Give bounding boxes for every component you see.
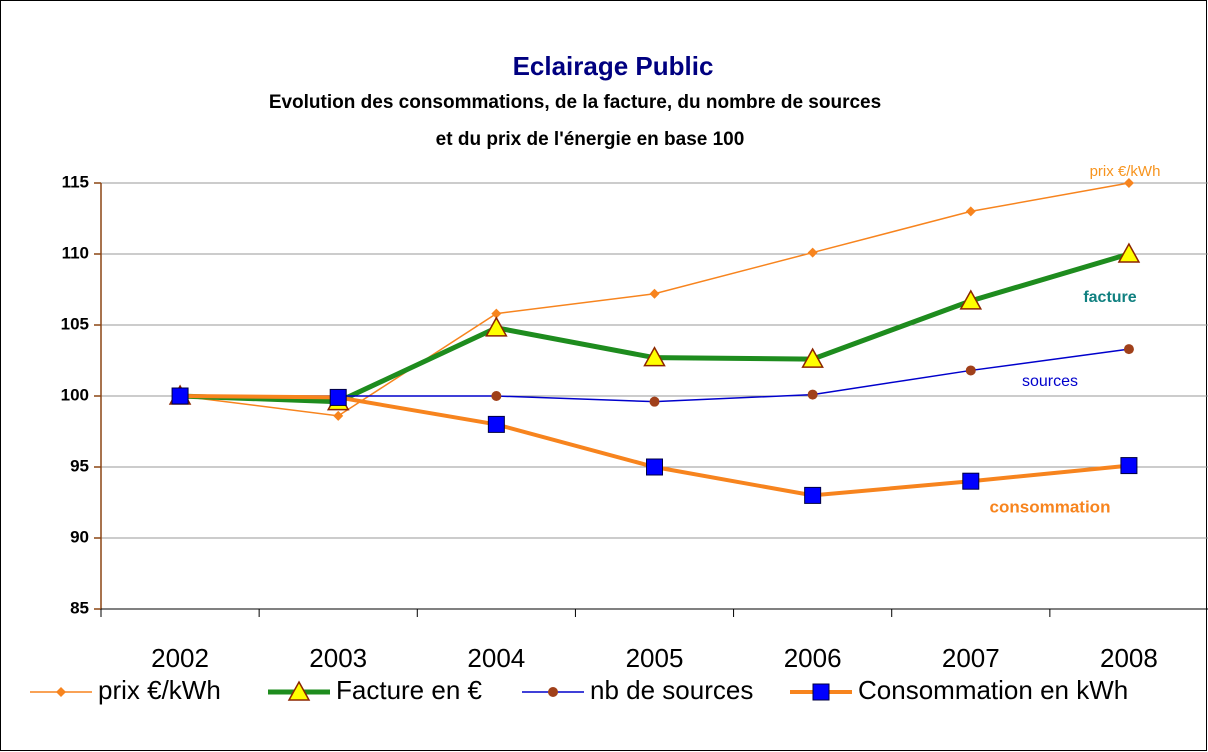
x-tick-label: 2005 (626, 643, 684, 673)
legend-label: prix €/kWh (98, 675, 221, 705)
x-tick-label: 2008 (1100, 643, 1158, 673)
data-point (649, 288, 660, 299)
data-point (965, 365, 976, 376)
legend-marker (812, 683, 830, 701)
y-tick-label: 110 (62, 243, 89, 262)
legend-marker (56, 687, 66, 697)
data-point (1123, 344, 1134, 355)
data-point (959, 289, 983, 310)
data-point (649, 396, 660, 407)
data-point (491, 308, 502, 319)
chart-subtitle: Evolution des consommations, de la factu… (269, 92, 881, 113)
data-point (643, 346, 666, 367)
data-point (646, 458, 663, 476)
data-point (807, 247, 818, 258)
annotation: prix €/kWh (1090, 163, 1161, 180)
legend-label: Consommation en kWh (858, 675, 1128, 705)
annotation: consommation (990, 497, 1111, 516)
data-point (333, 410, 344, 421)
x-tick-label: 2006 (784, 643, 842, 673)
y-tick-label: 115 (62, 172, 89, 191)
x-tick-label: 2007 (942, 643, 1000, 673)
data-point (801, 347, 824, 368)
data-point (485, 316, 508, 337)
x-tick-label: 2004 (467, 643, 525, 673)
data-point (1117, 242, 1141, 263)
x-tick-label: 2003 (309, 643, 367, 673)
data-point (329, 388, 347, 406)
data-point (962, 472, 980, 490)
chart-subtitle: et du prix de l'énergie en base 100 (436, 129, 745, 150)
data-point (1123, 178, 1134, 188)
data-point (804, 486, 822, 504)
annotation: sources (1022, 373, 1078, 390)
data-point (171, 387, 189, 405)
data-point (491, 391, 502, 401)
y-tick-label: 90 (70, 527, 89, 546)
data-point (965, 206, 976, 217)
x-tick-label: 2002 (151, 643, 209, 673)
chart-title: Eclairage Public (513, 51, 714, 81)
y-tick-label: 105 (61, 314, 89, 333)
legend-marker (548, 687, 558, 697)
legend-marker (287, 680, 311, 701)
data-point (807, 389, 818, 400)
y-tick-label: 85 (70, 598, 89, 617)
data-point (1120, 457, 1138, 475)
legend-label: Facture en € (336, 675, 483, 705)
y-tick-label: 95 (70, 456, 89, 475)
data-point (487, 415, 505, 433)
y-tick-label: 100 (61, 385, 89, 404)
legend-label: nb de sources (590, 675, 753, 705)
annotation: facture (1083, 289, 1136, 306)
